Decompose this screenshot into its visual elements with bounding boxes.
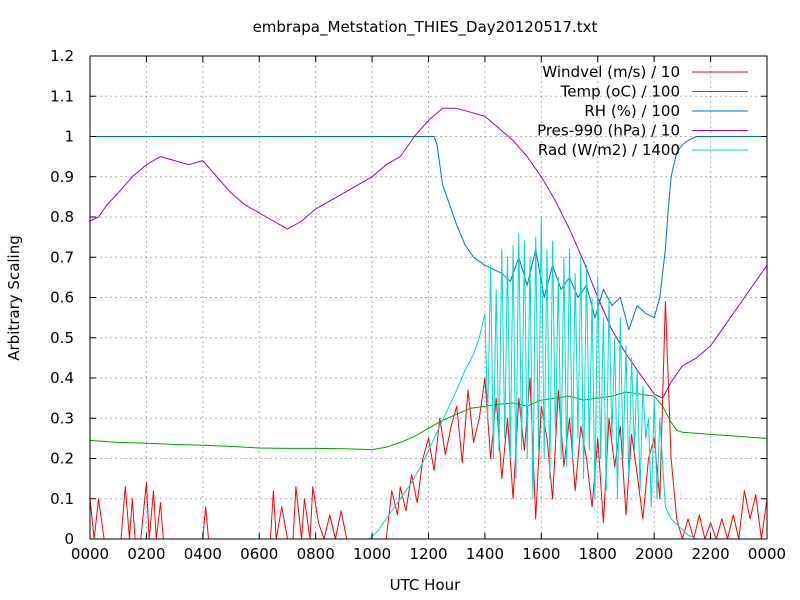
y-tick-label: 1.2: [50, 47, 74, 65]
x-tick-label: 0800: [297, 545, 335, 563]
y-tick-label: 0.7: [50, 248, 74, 266]
x-tick-label: 2000: [635, 545, 673, 563]
x-tick-label: 0200: [127, 545, 165, 563]
y-tick-label: 0.2: [50, 450, 74, 468]
chart-title: embrapa_Metstation_THIES_Day20120517.txt: [253, 18, 598, 37]
y-tick-label: 0.3: [50, 409, 74, 427]
x-tick-label: 0600: [240, 545, 278, 563]
y-tick-label: 0: [64, 530, 74, 548]
y-tick-label: 0.5: [50, 329, 74, 347]
x-tick-label: 0000: [748, 545, 786, 563]
x-tick-label: 0400: [184, 545, 222, 563]
x-tick-label: 1000: [353, 545, 391, 563]
y-tick-label: 0.6: [50, 289, 74, 307]
x-tick-label: 2200: [691, 545, 729, 563]
series-line-5: [90, 216, 767, 540]
series-line-3: [90, 136, 767, 331]
legend-label: Pres-990 (hPa) / 10: [537, 122, 680, 140]
legend-label: RH (%) / 100: [584, 102, 680, 120]
y-tick-label: 0.4: [50, 369, 74, 387]
y-axis-label: Arbitrary Scaling: [5, 235, 23, 361]
y-tick-label: 0.1: [50, 490, 74, 508]
y-tick-label: 0.9: [50, 168, 74, 186]
y-tick-label: 0.8: [50, 208, 74, 226]
axis-ticks: 0000 0200 0400 0600 0800 1000 1200 1400 1600 1800…: [50, 47, 786, 563]
legend-label: Rad (W/m2) / 1400: [538, 141, 680, 159]
x-tick-label: 1600: [522, 545, 560, 563]
series-line-2: [89, 391, 768, 451]
series-line-4: [89, 107, 768, 399]
y-tick-label: 1.1: [50, 87, 74, 105]
x-tick-label: 1400: [466, 545, 504, 563]
x-axis-label: UTC Hour: [390, 576, 461, 594]
x-tick-label: 1800: [579, 545, 617, 563]
series-lines: [89, 107, 768, 540]
x-tick-label: 0000: [71, 545, 109, 563]
legend-label: Windvel (m/s) / 10: [542, 63, 680, 81]
legend-label: Temp (oC) / 100: [560, 83, 680, 101]
y-tick-label: 1: [64, 128, 74, 146]
x-tick-label: 1200: [409, 545, 447, 563]
